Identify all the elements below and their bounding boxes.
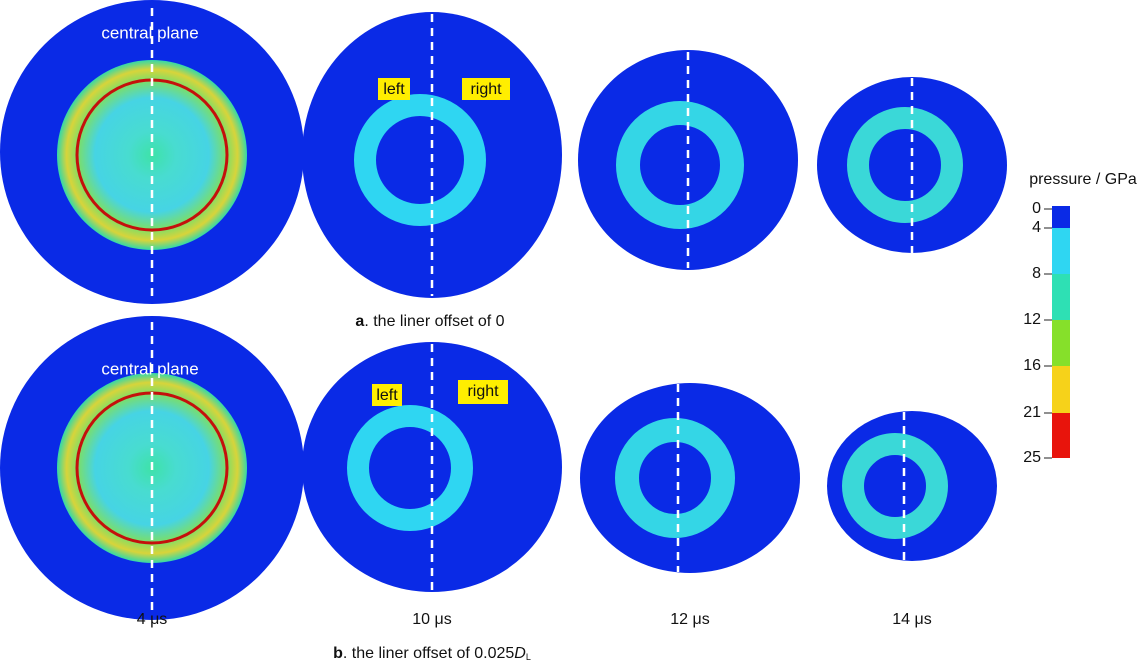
colorbar-segment xyxy=(1052,366,1070,413)
time-label: 4 μs xyxy=(137,611,168,628)
annotation: central plane xyxy=(101,359,198,378)
caption-symbol: D xyxy=(514,645,526,662)
colorbar-tick-label: 16 xyxy=(1023,357,1041,374)
caption-label: b xyxy=(333,645,343,662)
annotation: right xyxy=(470,81,502,98)
colorbar-segment xyxy=(1052,413,1070,458)
colorbar-segment xyxy=(1052,274,1070,320)
colorbar-title: pressure / GPa xyxy=(1029,171,1137,188)
colorbar-tick-label: 25 xyxy=(1023,449,1041,466)
colorbar-tick-label: 21 xyxy=(1023,404,1041,421)
caption-text: . the liner offset of 0.025 xyxy=(343,645,514,662)
colorbar-segment xyxy=(1052,320,1070,366)
annotation: central plane xyxy=(101,23,198,42)
colorbar-tick-label: 8 xyxy=(1032,265,1041,282)
caption-subscript: L xyxy=(526,652,531,662)
time-label: 10 μs xyxy=(412,611,451,628)
time-label: 12 μs xyxy=(670,611,709,628)
annotation: left xyxy=(383,81,405,98)
caption-label: a xyxy=(355,313,364,330)
annotation: left xyxy=(376,387,398,404)
colorbar-tick-label: 12 xyxy=(1023,311,1041,328)
caption: b. the liner offset of 0.025DL xyxy=(333,645,531,662)
time-label: 14 μs xyxy=(892,611,931,628)
colorbar: 0 4 8 12 16 21 25 xyxy=(1023,200,1070,466)
disks xyxy=(0,0,1007,620)
colorbar-segment xyxy=(1052,228,1070,274)
caption: a. the liner offset of 0 xyxy=(355,313,504,330)
annotation: right xyxy=(467,383,499,400)
caption-text: . the liner offset of 0 xyxy=(364,313,504,330)
colorbar-segment xyxy=(1052,206,1070,228)
colorbar-tick-label: 0 xyxy=(1032,200,1041,217)
colorbar-tick-label: 4 xyxy=(1032,219,1041,236)
